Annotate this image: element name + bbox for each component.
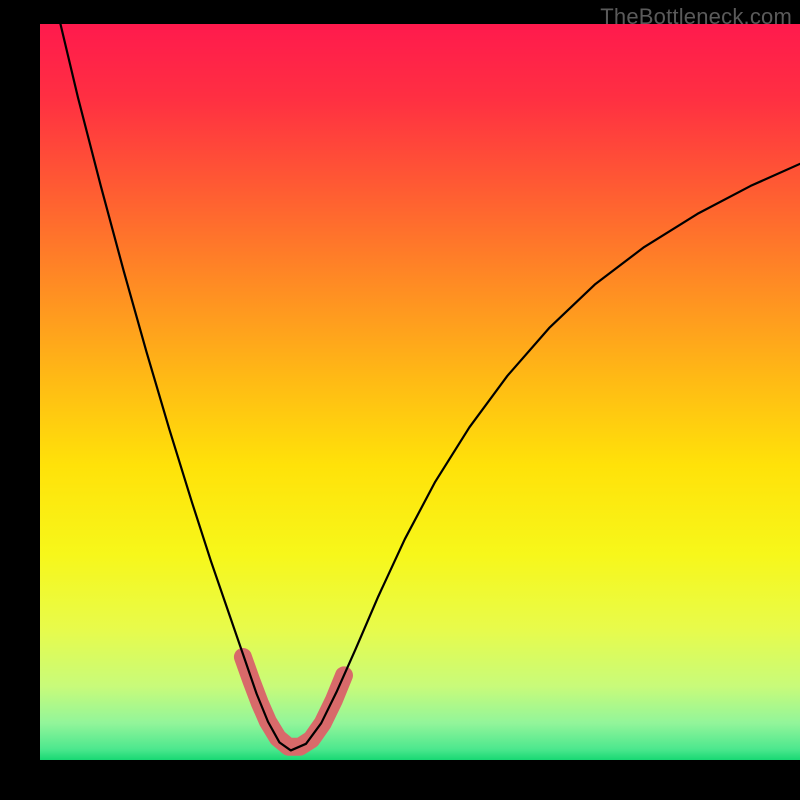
bottleneck-curve — [40, 24, 800, 760]
watermark-text: TheBottleneck.com — [600, 4, 792, 30]
chart-frame: TheBottleneck.com — [40, 0, 800, 760]
